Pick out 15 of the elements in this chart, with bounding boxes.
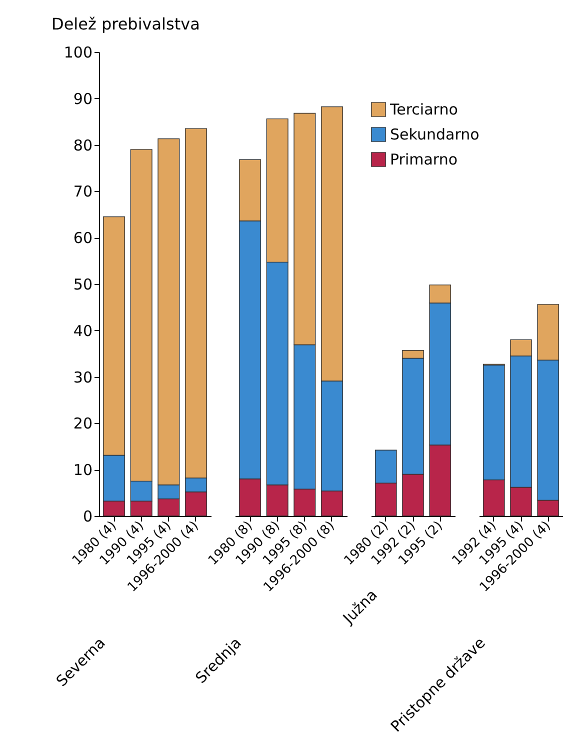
y-tick-label: 40	[73, 322, 92, 340]
y-tick-label: 20	[73, 414, 92, 433]
y-axis-title: Delež prebivalstva	[52, 14, 200, 34]
y-tick-label: 70	[73, 182, 92, 201]
legend-label: Sekundarno	[390, 126, 480, 144]
y-tick-label: 90	[73, 90, 92, 108]
y-tick-label: 0	[82, 508, 92, 526]
y-tick-label: 10	[73, 461, 92, 480]
y-tick-label: 60	[73, 229, 92, 248]
y-tick-label: 50	[73, 276, 92, 294]
legend-label: Primarno	[390, 150, 458, 168]
y-tick-label: 100	[64, 44, 92, 62]
y-tick-label: 80	[73, 136, 92, 154]
legend-label: Terciarno	[389, 100, 458, 118]
y-tick-label: 30	[73, 368, 92, 386]
